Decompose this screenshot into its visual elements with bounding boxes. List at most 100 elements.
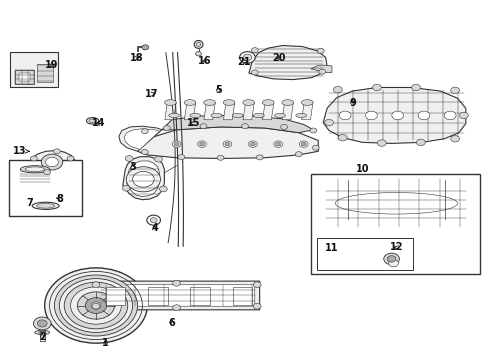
Polygon shape bbox=[162, 116, 314, 133]
Ellipse shape bbox=[38, 331, 46, 333]
Text: 4: 4 bbox=[151, 224, 158, 233]
Circle shape bbox=[92, 303, 100, 309]
Text: 17: 17 bbox=[146, 89, 159, 99]
Circle shape bbox=[389, 260, 398, 267]
Polygon shape bbox=[124, 129, 159, 149]
Text: 8: 8 bbox=[56, 194, 63, 204]
Text: 6: 6 bbox=[169, 318, 175, 328]
Ellipse shape bbox=[194, 41, 203, 48]
Circle shape bbox=[412, 84, 420, 91]
Ellipse shape bbox=[190, 113, 201, 118]
Text: 1: 1 bbox=[102, 338, 109, 348]
Circle shape bbox=[92, 282, 100, 288]
Polygon shape bbox=[165, 103, 176, 120]
Text: 10: 10 bbox=[356, 164, 369, 174]
Text: 12: 12 bbox=[390, 242, 403, 252]
Ellipse shape bbox=[223, 100, 235, 105]
Circle shape bbox=[45, 268, 147, 343]
Polygon shape bbox=[123, 157, 164, 200]
Circle shape bbox=[416, 139, 425, 145]
Bar bbox=[318, 238, 413, 270]
Polygon shape bbox=[282, 103, 294, 120]
Polygon shape bbox=[323, 176, 469, 229]
Polygon shape bbox=[323, 87, 466, 143]
Ellipse shape bbox=[89, 119, 96, 123]
Circle shape bbox=[338, 134, 347, 141]
Circle shape bbox=[159, 186, 167, 192]
Circle shape bbox=[318, 48, 324, 53]
Circle shape bbox=[147, 215, 160, 225]
Text: 13: 13 bbox=[13, 146, 29, 156]
Bar bbox=[148, 287, 168, 305]
Circle shape bbox=[142, 149, 148, 154]
Circle shape bbox=[310, 128, 317, 133]
Polygon shape bbox=[98, 285, 255, 306]
Circle shape bbox=[172, 141, 181, 147]
Circle shape bbox=[319, 69, 326, 74]
Circle shape bbox=[174, 142, 179, 146]
Circle shape bbox=[451, 87, 460, 94]
Circle shape bbox=[64, 282, 128, 329]
Circle shape bbox=[242, 124, 248, 129]
Circle shape bbox=[301, 142, 306, 146]
Text: 11: 11 bbox=[325, 243, 339, 253]
Circle shape bbox=[217, 155, 224, 160]
Ellipse shape bbox=[262, 100, 274, 105]
Polygon shape bbox=[138, 127, 318, 158]
Circle shape bbox=[155, 156, 162, 162]
Polygon shape bbox=[302, 103, 313, 120]
Ellipse shape bbox=[25, 167, 45, 172]
Circle shape bbox=[256, 155, 263, 160]
Bar bbox=[233, 287, 252, 305]
Text: 18: 18 bbox=[130, 53, 144, 63]
Polygon shape bbox=[119, 126, 162, 151]
Polygon shape bbox=[311, 65, 332, 72]
Ellipse shape bbox=[32, 202, 59, 210]
Circle shape bbox=[451, 135, 460, 142]
Ellipse shape bbox=[20, 166, 49, 173]
Ellipse shape bbox=[35, 330, 49, 334]
Ellipse shape bbox=[165, 100, 176, 105]
Text: 2: 2 bbox=[39, 332, 46, 342]
Circle shape bbox=[85, 298, 107, 314]
Circle shape bbox=[172, 280, 180, 286]
Circle shape bbox=[251, 48, 258, 53]
Bar bbox=[37, 64, 53, 82]
Text: 9: 9 bbox=[349, 98, 356, 108]
Text: 21: 21 bbox=[237, 57, 251, 67]
Ellipse shape bbox=[274, 113, 285, 118]
Text: 3: 3 bbox=[129, 162, 136, 172]
Ellipse shape bbox=[184, 100, 196, 105]
Ellipse shape bbox=[301, 100, 313, 105]
Circle shape bbox=[387, 256, 396, 262]
Circle shape bbox=[250, 142, 255, 146]
Circle shape bbox=[251, 70, 258, 75]
Ellipse shape bbox=[169, 113, 179, 118]
Polygon shape bbox=[204, 103, 215, 120]
Circle shape bbox=[313, 145, 319, 150]
Polygon shape bbox=[184, 103, 196, 120]
Circle shape bbox=[418, 111, 430, 120]
Polygon shape bbox=[127, 161, 159, 197]
Ellipse shape bbox=[196, 42, 201, 46]
Circle shape bbox=[295, 152, 302, 157]
Bar bbox=[10, 52, 58, 87]
Polygon shape bbox=[243, 103, 254, 120]
Text: 5: 5 bbox=[215, 85, 221, 95]
Circle shape bbox=[71, 287, 122, 324]
Circle shape bbox=[333, 86, 342, 93]
Ellipse shape bbox=[211, 113, 222, 118]
Circle shape bbox=[223, 141, 232, 147]
Polygon shape bbox=[91, 281, 260, 310]
Circle shape bbox=[281, 125, 288, 130]
Circle shape bbox=[253, 303, 261, 309]
Circle shape bbox=[392, 111, 404, 120]
Circle shape bbox=[444, 111, 456, 120]
Ellipse shape bbox=[296, 113, 307, 118]
Ellipse shape bbox=[282, 100, 294, 105]
Ellipse shape bbox=[253, 113, 264, 118]
Ellipse shape bbox=[204, 100, 216, 105]
Circle shape bbox=[150, 218, 157, 223]
Text: 16: 16 bbox=[198, 56, 212, 66]
Polygon shape bbox=[263, 103, 274, 120]
